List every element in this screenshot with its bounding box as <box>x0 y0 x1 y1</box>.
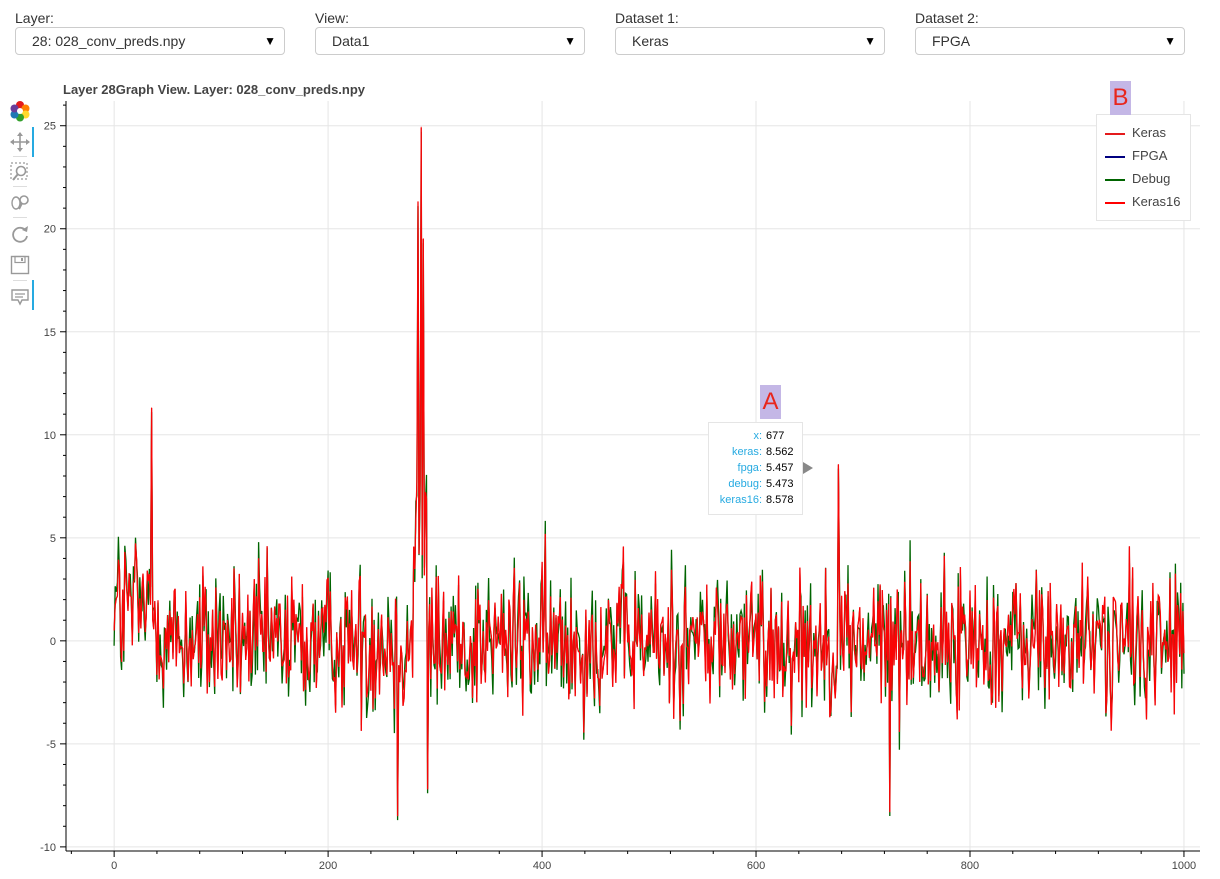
tooltip-value: 677 <box>766 430 785 442</box>
tooltip-key: x: <box>753 430 762 442</box>
series-line-debug <box>113 131 1185 821</box>
layer-select[interactable]: 28: 028_conv_preds.npy ▼ <box>15 27 285 55</box>
y-tick-label: -5 <box>46 739 56 751</box>
tooltip-key: fpga: <box>737 462 762 474</box>
chevron-down-icon: ▼ <box>564 34 576 48</box>
save-icon[interactable] <box>9 254 31 276</box>
layer-label: Layer: <box>15 10 54 26</box>
tooltip-arrow-icon <box>803 462 813 474</box>
view-select-value: Data1 <box>332 33 370 49</box>
legend-swatch <box>1105 179 1125 181</box>
bokeh-logo-icon[interactable] <box>9 100 31 122</box>
chevron-down-icon: ▼ <box>864 34 876 48</box>
tooltip-row-keras: keras: 8.562 <box>709 444 802 460</box>
view-select[interactable]: Data1 ▼ <box>315 27 585 55</box>
legend-swatch <box>1105 133 1125 135</box>
tooltip-row-debug: debug: 5.473 <box>709 476 802 492</box>
pan-icon[interactable] <box>9 131 31 153</box>
tooltip-row-fpga: fpga: 5.457 <box>709 460 802 476</box>
chevron-down-icon: ▼ <box>1164 34 1176 48</box>
legend-label: FPGA <box>1132 148 1168 163</box>
y-tick-label: -10 <box>40 842 56 854</box>
y-tick-label: 10 <box>44 430 56 442</box>
dataset2-select-value: FPGA <box>932 33 971 49</box>
y-tick-label: 15 <box>44 327 56 339</box>
pan-active-indicator <box>32 127 34 157</box>
y-tick-label: 25 <box>44 121 56 133</box>
reset-icon[interactable] <box>9 223 31 245</box>
tooltip-key: keras16: <box>719 494 762 506</box>
tooltip-value: 5.457 <box>766 462 794 474</box>
dataset2-label: Dataset 2: <box>915 10 979 26</box>
x-tick-label: 0 <box>111 860 117 872</box>
y-tick-label: 20 <box>44 224 56 236</box>
annotation-marker-b: B <box>1110 81 1131 115</box>
hover-active-indicator <box>32 280 34 310</box>
box-zoom-icon[interactable] <box>9 161 31 183</box>
legend-label: Debug <box>1132 171 1171 186</box>
tooltip-value: 8.562 <box>766 446 794 458</box>
x-tick-label: 200 <box>319 860 337 872</box>
tooltip-key: keras: <box>732 446 762 458</box>
y-tick-label: 5 <box>50 533 56 545</box>
view-label: View: <box>315 10 349 26</box>
chevron-down-icon: ▼ <box>264 34 276 48</box>
tooltip-value: 5.473 <box>766 478 794 490</box>
chart-legend: Keras FPGA Debug Keras16 <box>1096 114 1191 221</box>
x-tick-label: 600 <box>747 860 765 872</box>
tooltip-key: debug: <box>728 478 762 490</box>
layer-select-value: 28: 028_conv_preds.npy <box>32 33 186 49</box>
legend-swatch <box>1105 156 1125 158</box>
tooltip-value: 8.578 <box>766 494 794 506</box>
dataset1-select[interactable]: Keras ▼ <box>615 27 885 55</box>
toolbar-divider <box>13 217 27 218</box>
y-tick-label: 0 <box>50 636 56 648</box>
wheel-zoom-icon[interactable] <box>9 192 31 214</box>
plot-title: Layer 28Graph View. Layer: 028_conv_pred… <box>63 82 366 97</box>
dataset1-select-value: Keras <box>632 33 669 49</box>
annotation-marker-a: A <box>760 385 781 419</box>
x-tick-label: 1000 <box>1172 860 1196 872</box>
dataset1-label: Dataset 1: <box>615 10 679 26</box>
hover-tooltip: x: 677 keras: 8.562 fpga: 5.457 debug: 5… <box>708 422 803 515</box>
toolbar-divider <box>13 186 27 187</box>
dataset2-select[interactable]: FPGA ▼ <box>915 27 1185 55</box>
tooltip-row-x: x: 677 <box>709 428 802 444</box>
legend-label: Keras16 <box>1132 194 1181 209</box>
tooltip-row-keras16: keras16: 8.578 <box>709 492 802 508</box>
legend-label: Keras <box>1132 125 1166 140</box>
hover-icon[interactable] <box>9 286 31 308</box>
x-tick-label: 800 <box>961 860 979 872</box>
series-line-keras16 <box>113 126 1185 817</box>
series-line-fpga <box>113 127 1185 817</box>
x-tick-label: 400 <box>533 860 551 872</box>
toolbar-divider <box>13 280 27 281</box>
toolbar-divider <box>13 156 27 157</box>
legend-swatch <box>1105 202 1125 204</box>
series-line-keras <box>113 127 1185 817</box>
